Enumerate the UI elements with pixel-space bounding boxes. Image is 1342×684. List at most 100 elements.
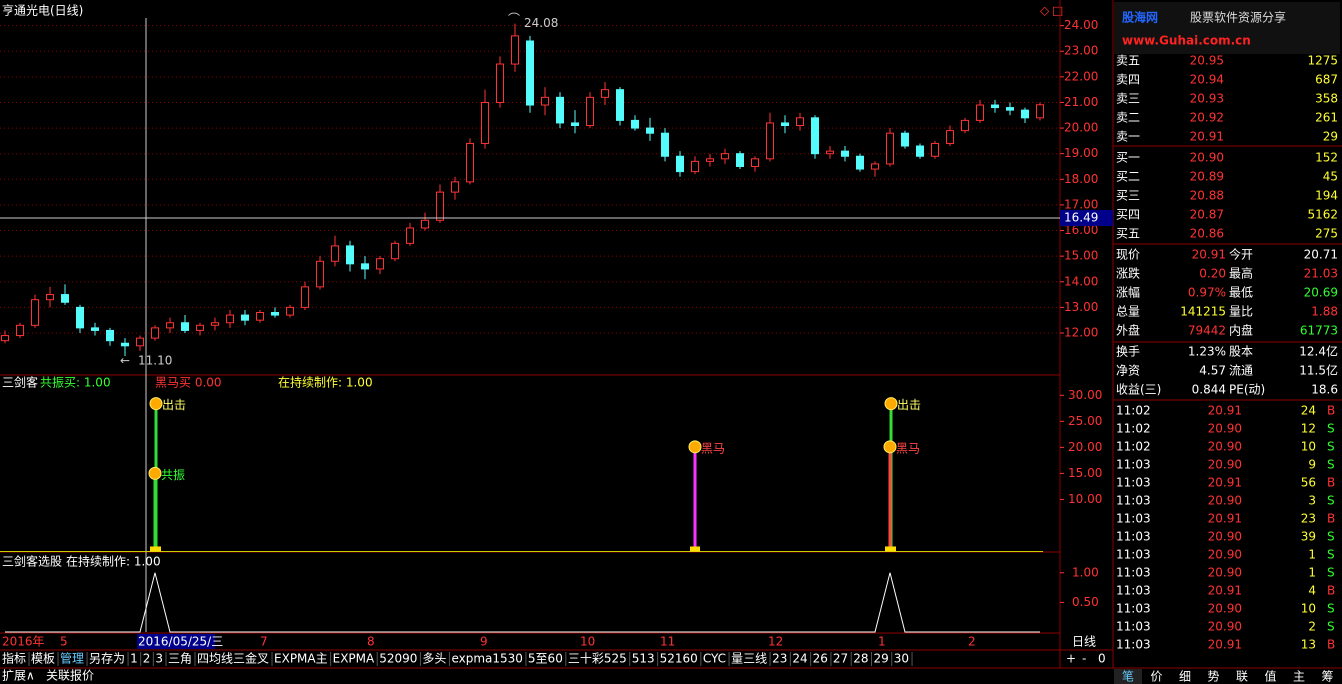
candle-body (301, 286, 309, 308)
quote-cell: 61773 (1300, 324, 1338, 338)
quote-cell: 11:02 (1116, 422, 1151, 436)
icon[interactable]: ◇ (1040, 4, 1050, 18)
toolbar-tab[interactable]: expma1530 (451, 652, 522, 666)
quote-cell: 1 (1308, 566, 1316, 580)
quote-cell: 20.90 (1190, 151, 1224, 165)
toolbar-tab[interactable]: 三角 (168, 652, 192, 666)
quote-cell: 152 (1315, 151, 1338, 165)
stock-title: 亨通光电(日线) (2, 3, 83, 18)
candle-body (541, 96, 549, 106)
candle-body (46, 294, 54, 301)
candle-body (766, 122, 774, 160)
toolbar-tab[interactable]: 513 (632, 652, 655, 666)
toolbar-tab[interactable]: 多头 (422, 652, 446, 666)
candle-body (946, 130, 954, 144)
toolbar-tab[interactable]: EXPMA (333, 652, 375, 666)
quote-cell: 最高 (1229, 266, 1253, 281)
date-highlight (137, 634, 215, 649)
toolbar-tab[interactable]: 1 (130, 652, 138, 666)
timeline-label: 10 (580, 635, 595, 649)
quote-tab[interactable]: 筹 (1321, 670, 1333, 684)
toolbar-tab[interactable]: 指标 (2, 651, 26, 666)
y-tick-label: 30.00 (1068, 388, 1102, 402)
quote-cell: 20.71 (1304, 248, 1338, 262)
zoom-button[interactable]: 0 (1098, 652, 1106, 666)
toolbar-tab[interactable]: 另存为 (89, 652, 125, 666)
quote-cell: 687 (1315, 73, 1338, 87)
quote-cell: 20.90 (1208, 530, 1242, 544)
quote-tab[interactable]: 细 (1179, 670, 1191, 684)
quote-tab[interactable]: 势 (1207, 670, 1219, 684)
candle-body (451, 181, 459, 193)
toolbar-tab[interactable]: EXPMA主 (274, 652, 328, 666)
timeline-label: 7 (260, 635, 268, 649)
toolbar-tab[interactable]: 量三线 (731, 652, 767, 666)
y-tick-label: 22.00 (1064, 69, 1098, 83)
toolbar-tab[interactable]: 5至60 (528, 652, 563, 666)
toolbar-tab[interactable]: 27 (833, 652, 848, 666)
quote-cell: S (1327, 494, 1335, 508)
toolbar-tab[interactable]: 52090 (379, 652, 417, 666)
quote-tab[interactable]: 笔 (1122, 669, 1134, 684)
candle-body (556, 96, 564, 124)
toolbar-tab[interactable]: 26 (813, 652, 828, 666)
signal-icon (148, 466, 162, 480)
candle-body (466, 142, 474, 183)
toolbar-tab[interactable]: 24 (792, 652, 807, 666)
toolbar-tab[interactable]: 2 (143, 652, 151, 666)
quote-cell: 20.91 (1208, 638, 1242, 652)
zoom-button[interactable]: - (1082, 652, 1086, 666)
zoom-button[interactable]: + (1066, 652, 1076, 666)
quote-cell: B (1327, 476, 1335, 490)
quote-cell: 39 (1301, 530, 1316, 544)
quote-cell: 11:03 (1116, 602, 1151, 616)
quote-tab[interactable]: 值 (1264, 669, 1276, 684)
bottom-tab[interactable]: 关联报价 (46, 668, 94, 683)
quote-cell: 20.91 (1192, 248, 1226, 262)
candle-body (196, 324, 204, 331)
quote-cell: 20.86 (1190, 227, 1224, 241)
candle-body (61, 294, 69, 303)
candle-body (691, 160, 699, 173)
icon[interactable]: □ (1052, 4, 1063, 18)
timeline-label: 2016年 (2, 635, 45, 649)
toolbar-tab[interactable]: 30 (894, 652, 909, 666)
candle-body (391, 242, 399, 260)
candle-body (511, 35, 519, 65)
toolbar-tab[interactable]: 三十彩525 (568, 652, 627, 666)
quote-cell: 20.91 (1208, 584, 1242, 598)
toolbar-tab[interactable]: 29 (873, 652, 888, 666)
toolbar-tab[interactable]: 模板 (31, 652, 55, 666)
quote-cell: 20.95 (1190, 54, 1224, 68)
quote-cell: 最低 (1229, 286, 1253, 300)
quote-tab[interactable]: 联 (1236, 670, 1248, 684)
toolbar-tab[interactable]: 23 (772, 652, 787, 666)
quote-cell: 买三 (1116, 189, 1140, 203)
quote-cell: 现价 (1116, 248, 1140, 262)
candle-body (421, 219, 429, 229)
panel-title: 三剑客 (2, 375, 38, 390)
quote-cell: 11:03 (1116, 512, 1151, 526)
candle-body (1, 335, 9, 342)
quote-cell: 23 (1301, 512, 1316, 526)
candle-body (931, 142, 939, 157)
candle-body (256, 312, 264, 321)
quote-tab[interactable]: 主 (1293, 670, 1305, 684)
candle-body (586, 96, 594, 127)
quote-tab[interactable]: 价 (1150, 670, 1162, 684)
quote-cell: 外盘 (1116, 323, 1140, 338)
quote-cell: 收益(三) (1116, 383, 1161, 397)
candle-body (736, 153, 744, 167)
logo-url: www.Guhai.com.cn (1122, 34, 1251, 48)
toolbar-tab[interactable]: 28 (853, 652, 868, 666)
toolbar-tab[interactable]: CYC (703, 652, 726, 666)
quote-cell: 12 (1301, 422, 1316, 436)
toolbar-tab[interactable]: 52160 (660, 652, 698, 666)
toolbar-tab[interactable]: 管理 (60, 651, 84, 666)
quote-cell: PE(动) (1229, 383, 1265, 397)
toolbar-tab[interactable]: 四均线三金叉 (197, 651, 269, 666)
quote-cell: S (1327, 566, 1335, 580)
period-label[interactable]: 日线 (1072, 635, 1096, 649)
toolbar-tab[interactable]: 3 (155, 652, 163, 666)
bottom-tab[interactable]: 扩展∧ (2, 669, 35, 683)
